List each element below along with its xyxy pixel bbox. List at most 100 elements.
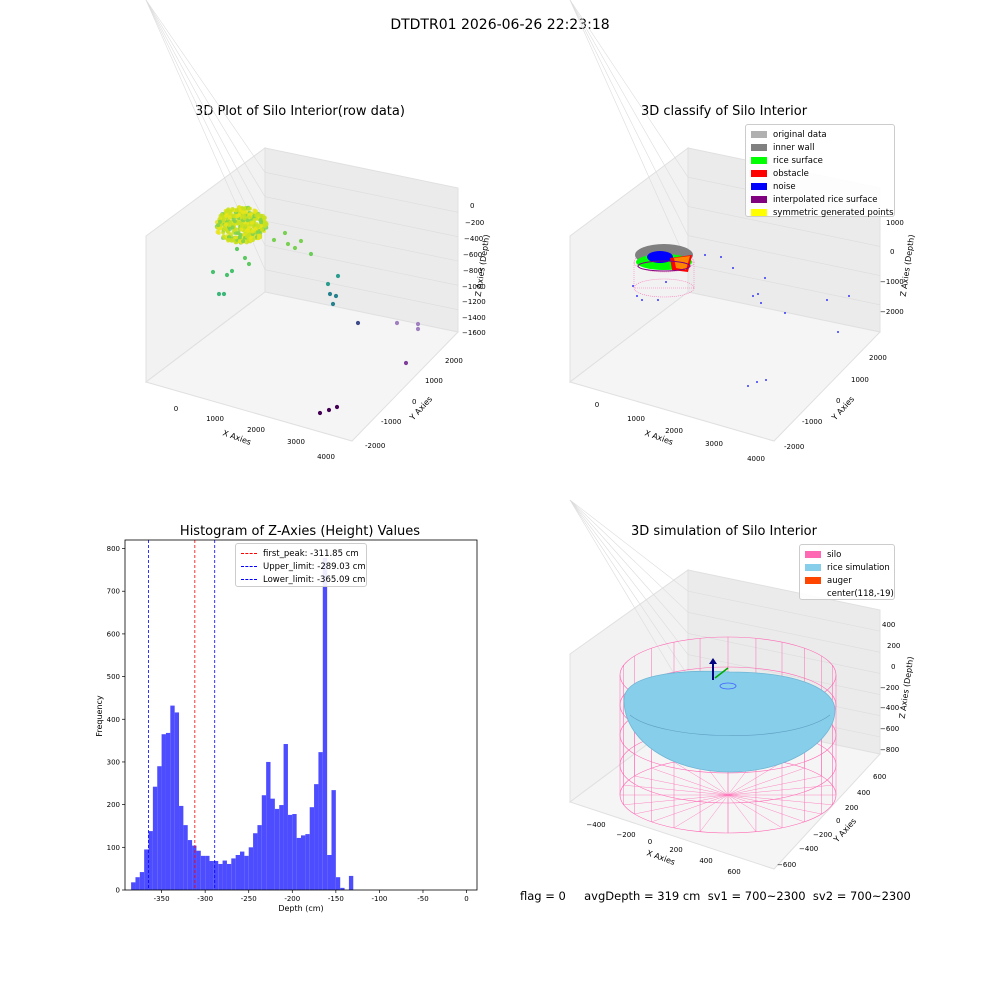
histogram-bar bbox=[210, 861, 214, 890]
histogram-bar bbox=[166, 733, 170, 890]
legend-swatch bbox=[751, 157, 767, 164]
legend-line bbox=[241, 566, 257, 567]
histogram-bar bbox=[284, 744, 288, 890]
histogram-x-tick-label: -250 bbox=[241, 895, 257, 903]
p1-ztick: −1200 bbox=[462, 298, 486, 306]
legend-line bbox=[241, 553, 257, 554]
histogram-y-tick-label: 400 bbox=[107, 716, 120, 724]
p1-ytick: -1000 bbox=[381, 418, 401, 426]
histogram-bar bbox=[188, 840, 192, 890]
p4-xtick: −400 bbox=[586, 821, 605, 829]
p1-xtick: 4000 bbox=[317, 453, 335, 461]
p4-xtick: 600 bbox=[727, 868, 740, 876]
histogram-bar bbox=[201, 856, 205, 890]
histogram-bar bbox=[236, 855, 240, 890]
p2-xtick: 3000 bbox=[705, 440, 723, 448]
panel2-legend: original data inner wall rice surface ob… bbox=[745, 124, 895, 217]
panel1-plot: 0 1000 2000 3000 4000 2000 1000 0 -1000 … bbox=[0, 0, 500, 500]
histogram-bar bbox=[262, 795, 266, 890]
p4-ytick: 400 bbox=[857, 789, 870, 797]
legend-interpolated: interpolated rice surface bbox=[773, 195, 878, 205]
histogram-x-tick-label: -300 bbox=[197, 895, 213, 903]
histogram-y-tick-label: 300 bbox=[107, 758, 120, 766]
histogram-ylabel: Frequency bbox=[95, 695, 104, 737]
p4-ytick: 200 bbox=[845, 804, 858, 812]
histogram-y-tick-label: 800 bbox=[107, 545, 120, 553]
legend-original-data: original data bbox=[773, 130, 827, 140]
p1-zlabel: Z Axies (Depth) bbox=[474, 234, 492, 297]
legend-swatch bbox=[751, 209, 767, 216]
p1-ztick: −1400 bbox=[462, 314, 486, 322]
histogram-bar bbox=[310, 807, 314, 890]
legend-swatch bbox=[805, 590, 821, 597]
legend-upper-limit: Upper_limit: -289.03 cm bbox=[263, 562, 366, 572]
histogram-y-ticks: 0100200300400500600700800 bbox=[107, 545, 125, 894]
p4-ztick: −400 bbox=[880, 704, 899, 712]
p2-zlabel: Z Axies (Depth) bbox=[899, 234, 917, 297]
p1-ytick: 1000 bbox=[425, 377, 443, 385]
p2-xtick: 0 bbox=[595, 401, 599, 409]
p4-zlabel: Z Axies (Depth) bbox=[898, 656, 916, 719]
p1-ytick: 2000 bbox=[445, 357, 463, 365]
p1-xtick: 0 bbox=[174, 405, 178, 413]
legend-swatch bbox=[751, 131, 767, 138]
histogram-bar bbox=[227, 864, 231, 890]
histogram-bar bbox=[349, 876, 353, 890]
histogram-bar bbox=[336, 877, 340, 890]
histogram-bar bbox=[244, 856, 248, 890]
p2-ytick: 0 bbox=[836, 397, 840, 405]
legend-rice-simulation: rice simulation bbox=[827, 563, 890, 573]
histogram-y-tick-label: 700 bbox=[107, 588, 120, 596]
legend-symmetric: symmetric generated points bbox=[773, 208, 894, 218]
legend-swatch bbox=[751, 196, 767, 203]
p4-xtick: 200 bbox=[669, 846, 682, 854]
histogram-bar bbox=[271, 799, 275, 890]
p4-xtick: −200 bbox=[616, 831, 635, 839]
histogram-xlabel: Depth (cm) bbox=[278, 904, 323, 913]
panel4-plot: −400 −200 0 200 400 600 600 400 200 0 −2… bbox=[500, 500, 1000, 930]
legend-silo: silo bbox=[827, 550, 841, 560]
histogram-bar bbox=[131, 882, 135, 890]
legend-inner-wall: inner wall bbox=[773, 143, 814, 153]
legend-swatch bbox=[805, 564, 821, 571]
legend-swatch bbox=[751, 144, 767, 151]
status-footer: flag = 0 avgDepth = 319 cm sv1 = 700~230… bbox=[520, 889, 911, 903]
p2-xtick: 1000 bbox=[627, 415, 645, 423]
histogram-bar bbox=[314, 784, 318, 890]
p1-xtick: 2000 bbox=[247, 426, 265, 434]
histogram-bar bbox=[149, 831, 153, 890]
histogram-bar bbox=[257, 825, 261, 890]
histogram-bar bbox=[175, 712, 179, 890]
histogram-bar bbox=[292, 814, 296, 890]
histogram-bar bbox=[318, 752, 322, 890]
legend-swatch bbox=[751, 183, 767, 190]
p2-ztick: −2000 bbox=[880, 308, 904, 316]
histogram-bar bbox=[331, 790, 335, 890]
histogram-bar bbox=[205, 856, 209, 890]
p4-ztick: 0 bbox=[891, 663, 895, 671]
histogram-x-tick-label: -50 bbox=[417, 895, 428, 903]
p1-xtick: 3000 bbox=[287, 438, 305, 446]
histogram-x-tick-label: -100 bbox=[371, 895, 387, 903]
panel2-plot: 0 1000 2000 3000 4000 2000 1000 0 -1000 … bbox=[500, 0, 1000, 500]
legend-obstacle: obstacle bbox=[773, 169, 809, 179]
p4-ztick: −600 bbox=[880, 725, 899, 733]
histogram-bar bbox=[170, 706, 174, 890]
legend-first-peak: first_peak: -311.85 cm bbox=[263, 549, 359, 559]
p1-xtick: 1000 bbox=[206, 415, 224, 423]
histogram-bar bbox=[157, 766, 161, 890]
p2-ztick: 1000 bbox=[886, 219, 904, 227]
legend-auger: auger bbox=[827, 576, 852, 586]
histogram-bar bbox=[305, 834, 309, 890]
p4-ytick: −400 bbox=[799, 845, 818, 853]
p4-ztick: 200 bbox=[887, 642, 900, 650]
histogram-bar bbox=[231, 858, 235, 890]
histogram-x-tick-label: -150 bbox=[328, 895, 344, 903]
histogram-bar bbox=[179, 806, 183, 890]
p4-ztick: −200 bbox=[880, 684, 899, 692]
histogram-y-tick-label: 500 bbox=[107, 673, 120, 681]
histogram-bar bbox=[192, 846, 196, 890]
legend-line bbox=[241, 579, 257, 580]
p1-ztick: −200 bbox=[465, 219, 484, 227]
histogram-bar bbox=[301, 835, 305, 890]
